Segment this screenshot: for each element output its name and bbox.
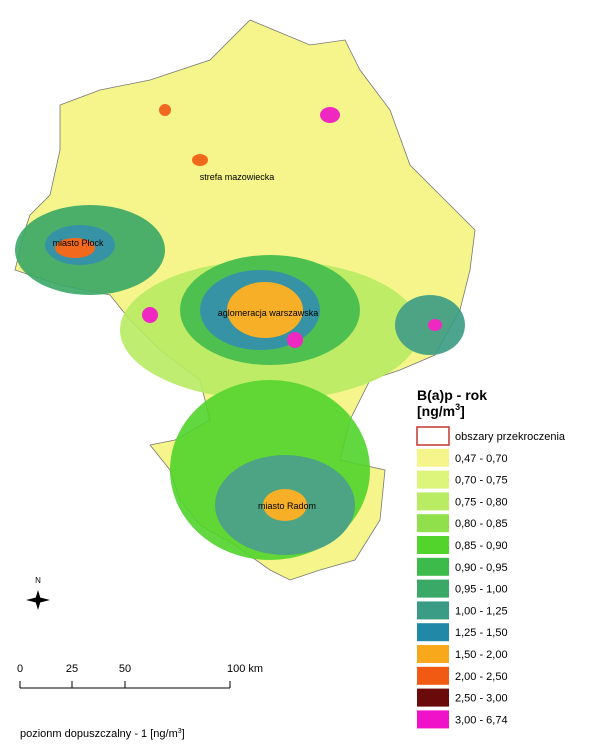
scale-label: 50	[119, 663, 131, 675]
legend-unit: [ng/m3]	[417, 402, 465, 419]
legend-swatch	[417, 514, 449, 533]
legend-label: 0,47 - 0,70	[455, 453, 508, 465]
legend-label: 2,50 - 3,00	[455, 693, 508, 705]
legend-label: obszary przekroczenia	[455, 431, 566, 443]
legend-label: 3,00 - 6,74	[455, 714, 508, 726]
legend-swatch	[417, 666, 449, 685]
compass-label: N	[35, 576, 41, 585]
legend-unit-text: [ng/m	[417, 403, 455, 419]
legend: B(a)p - rok[ng/m3] obszary przekroczenia 0…	[416, 387, 566, 729]
legend-swatch	[417, 710, 449, 729]
region-label: strefa mazowiecka	[200, 172, 275, 182]
legend-swatch	[416, 426, 450, 446]
legend-swatch	[417, 536, 449, 554]
legend-label: 1,00 - 1,25	[455, 605, 508, 617]
legend-swatch	[417, 688, 449, 707]
legend-swatch	[417, 579, 449, 598]
legend-swatch	[417, 601, 449, 620]
legend-label: 0,90 - 0,95	[455, 562, 508, 574]
legend-label: 0,75 - 0,80	[455, 496, 508, 508]
terrain: strefa mazowiecka miasto Płock aglomerac…	[14, 19, 476, 581]
legend-label: 0,85 - 0,90	[455, 540, 508, 552]
region-label: miasto Płock	[52, 238, 104, 248]
legend-swatch	[417, 557, 449, 576]
legend-swatch	[417, 448, 449, 467]
footnote: pozionm dopuszczalny - 1 [ng/m3]	[20, 728, 185, 740]
legend-label: 0,80 - 0,85	[455, 518, 508, 530]
legend-swatch	[417, 645, 449, 663]
concentration-zones	[15, 104, 465, 560]
legend-label: 0,95 - 1,00	[455, 584, 508, 596]
region-label: miasto Radom	[258, 501, 316, 511]
legend-label: 1,50 - 2,00	[455, 649, 508, 661]
compass: N	[26, 576, 50, 610]
legend-swatch	[417, 470, 449, 489]
scale-label: 25	[66, 663, 78, 675]
legend-swatch	[417, 492, 449, 511]
legend-swatch	[417, 623, 449, 642]
legend-label: 2,00 - 2,50	[455, 671, 508, 683]
scale-label: 0	[17, 663, 23, 675]
legend-label: 1,25 - 1,50	[455, 627, 508, 639]
scale-label: 100 km	[227, 663, 263, 675]
region-label: aglomeracja warszawska	[218, 308, 319, 318]
legend-unit-text: ]	[460, 403, 465, 419]
legend-title: B(a)p - rok	[417, 387, 487, 403]
scale-bar: 0 25 50 100 km	[17, 663, 263, 689]
legend-label: 0,70 - 0,75	[455, 475, 508, 487]
legend-unit-sup: 3	[455, 402, 460, 412]
